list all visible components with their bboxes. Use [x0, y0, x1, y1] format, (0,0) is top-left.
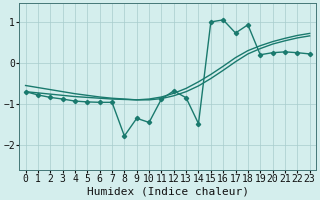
X-axis label: Humidex (Indice chaleur): Humidex (Indice chaleur) — [87, 187, 249, 197]
